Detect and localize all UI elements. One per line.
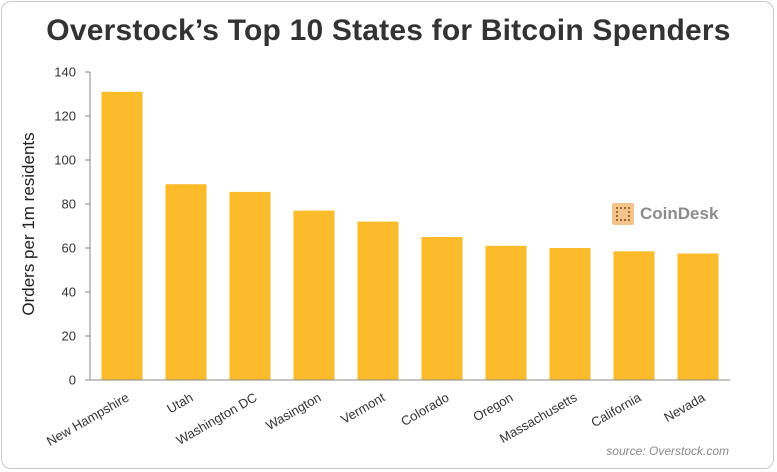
x-tick-label: Wasington [263,390,323,433]
x-tick-label: California [588,389,644,430]
bar [485,245,527,380]
y-tick-label: 20 [62,329,76,344]
x-tick-label: New Hampshire [44,390,132,449]
bar [421,237,463,380]
coindesk-logo-text: CoinDesk [640,204,719,223]
bar [613,251,655,380]
x-tick-label: Vermont [338,389,388,426]
bar [101,91,143,381]
x-tick-label: Colorado [398,390,451,429]
y-tick-label: 60 [62,241,76,256]
bars [101,91,719,381]
x-tick-label: Utah [164,390,195,417]
y-axis-title: Orders per 1m residents [19,132,38,315]
y-tick-label: 100 [54,153,76,168]
coindesk-logo: CoinDesk [612,203,718,225]
y-axis-title-group: Orders per 1m residents [19,132,38,315]
x-tick-label: Oregon [470,390,515,425]
bar [165,184,207,380]
bar [293,210,335,380]
coindesk-logo-icon [612,203,634,225]
source-note: source: Overstock.com [606,444,729,458]
bar [357,221,399,380]
y-tick-label: 120 [54,109,76,124]
y-tick-label: 40 [62,285,76,300]
y-axis-ticks: 0 20 40 60 80 100 120 140 [54,65,90,388]
chart-title: Overstock’s Top 10 States for Bitcoin Sp… [46,14,731,47]
bar [229,191,271,380]
y-tick-label: 0 [69,373,76,388]
y-tick-label: 140 [54,65,76,80]
y-tick-label: 80 [62,197,76,212]
bar [677,253,719,380]
x-tick-label: Nevada [661,389,708,425]
bar [549,248,591,380]
